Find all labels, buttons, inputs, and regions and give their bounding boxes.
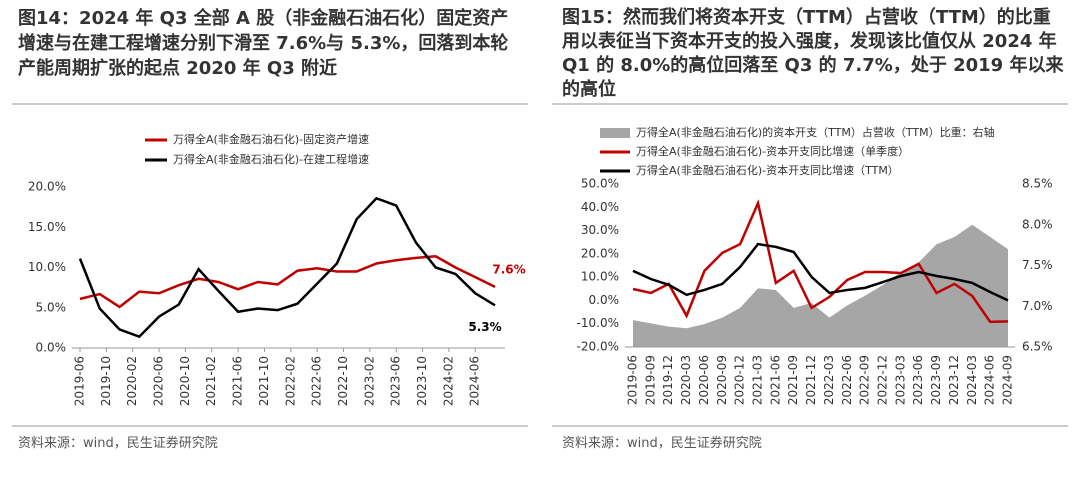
y2-tick-label: 6.5% (1022, 340, 1053, 354)
y2-tick-label: 8.0% (1022, 217, 1053, 231)
x-tick-label: 2020-03 (679, 355, 693, 405)
x-tick-label: 2023-09 (929, 355, 943, 405)
x-tick-label: 2024-03 (965, 355, 979, 405)
y-tick-label: 50.0% (581, 177, 619, 191)
data-label: 5.3% (468, 320, 501, 334)
x-tick-label: 2024-06 (468, 356, 482, 406)
x-tick-label: 2023-10 (415, 356, 429, 406)
x-tick-label: 2021-06 (231, 356, 245, 406)
x-tick-label: 2021-12 (804, 355, 818, 405)
y-tick-label: 5.0% (36, 300, 67, 314)
y-tick-label: 20.0% (581, 246, 619, 260)
legend-label: 万得全A(非金融石油石化)-在建工程增速 (173, 152, 369, 166)
x-tick-label: 2021-06 (768, 355, 782, 405)
x-tick-label: 2023-06 (389, 356, 403, 406)
y2-tick-label: 7.0% (1022, 299, 1053, 313)
x-tick-label: 2021-02 (204, 356, 218, 406)
y2-tick-label: 8.5% (1022, 177, 1053, 191)
x-tick-label: 2019-09 (643, 355, 657, 405)
y-tick-label: 40.0% (581, 200, 619, 214)
x-tick-label: 2020-02 (125, 356, 139, 406)
y-tick-label: 0.0% (36, 341, 67, 355)
legend-swatch (600, 128, 630, 138)
y-tick-label: -10.0% (577, 316, 619, 330)
x-tick-label: 2020-06 (697, 355, 711, 405)
y2-tick-label: 7.5% (1022, 258, 1053, 272)
x-tick-label: 2022-09 (858, 355, 872, 405)
x-tick-label: 2023-06 (911, 355, 925, 405)
legend-label: 万得全A(非金融石油石化)-固定资产增速 (173, 132, 369, 146)
legend-label: 万得全A(非金融石油石化)-资本开支同比增速（TTM） (636, 163, 899, 177)
chart-title: 图15：然而我们将资本开支（TTM）占营收（TTM）的比重用以表征当下资本开支的… (562, 7, 1064, 100)
y-tick-label: 10.0% (581, 270, 619, 284)
x-tick-label: 2024-02 (441, 356, 455, 406)
x-tick-label: 2022-02 (283, 356, 297, 406)
x-tick-label: 2020-10 (178, 356, 192, 406)
data-label: 7.6% (492, 262, 525, 276)
y-tick-label: 30.0% (581, 223, 619, 237)
x-tick-label: 2024-09 (1001, 355, 1015, 405)
y-tick-label: 10.0% (28, 260, 66, 274)
legend-label: 万得全A(非金融石油石化)-资本开支同比增速（单季度） (636, 144, 909, 158)
y-tick-label: 20.0% (28, 180, 66, 194)
chart-title: 图14：2024 年 Q3 全部 A 股（非金融石油石化）固定资产增速与在建工程… (18, 8, 509, 79)
x-tick-label: 2023-03 (893, 355, 907, 405)
source: 资料来源：wind，民生证券研究院 (562, 436, 762, 451)
x-tick-label: 2019-06 (626, 355, 640, 405)
x-tick-label: 2021-09 (786, 355, 800, 405)
x-tick-label: 2022-12 (876, 355, 890, 405)
area (633, 224, 1008, 347)
x-tick-label: 2021-10 (257, 356, 271, 406)
y-tick-label: 0.0% (589, 293, 620, 307)
x-tick-label: 2020-12 (733, 355, 747, 405)
x-tick-label: 2020-06 (152, 356, 166, 406)
x-tick-label: 2022-06 (310, 356, 324, 406)
x-tick-label: 2023-12 (947, 355, 961, 405)
x-tick-label: 2024-06 (983, 355, 997, 405)
line (632, 242, 1009, 302)
x-tick-label: 2021-03 (751, 355, 765, 405)
x-tick-label: 2019-06 (73, 356, 87, 406)
legend-label: 万得全A(非金融石油石化)的资本开支（TTM）占营收（TTM）比重：右轴 (636, 125, 995, 139)
line (78, 196, 496, 339)
x-tick-label: 2022-06 (840, 355, 854, 405)
x-tick-label: 2022-03 (822, 355, 836, 405)
x-tick-label: 2019-12 (661, 355, 675, 405)
source: 资料来源：wind，民生证券研究院 (18, 436, 218, 451)
y-tick-label: 15.0% (28, 220, 66, 234)
x-tick-label: 2020-09 (715, 355, 729, 405)
x-tick-label: 2023-02 (362, 356, 376, 406)
x-tick-label: 2022-10 (336, 356, 350, 406)
x-tick-label: 2019-10 (99, 356, 113, 406)
y-tick-label: -20.0% (577, 340, 619, 354)
